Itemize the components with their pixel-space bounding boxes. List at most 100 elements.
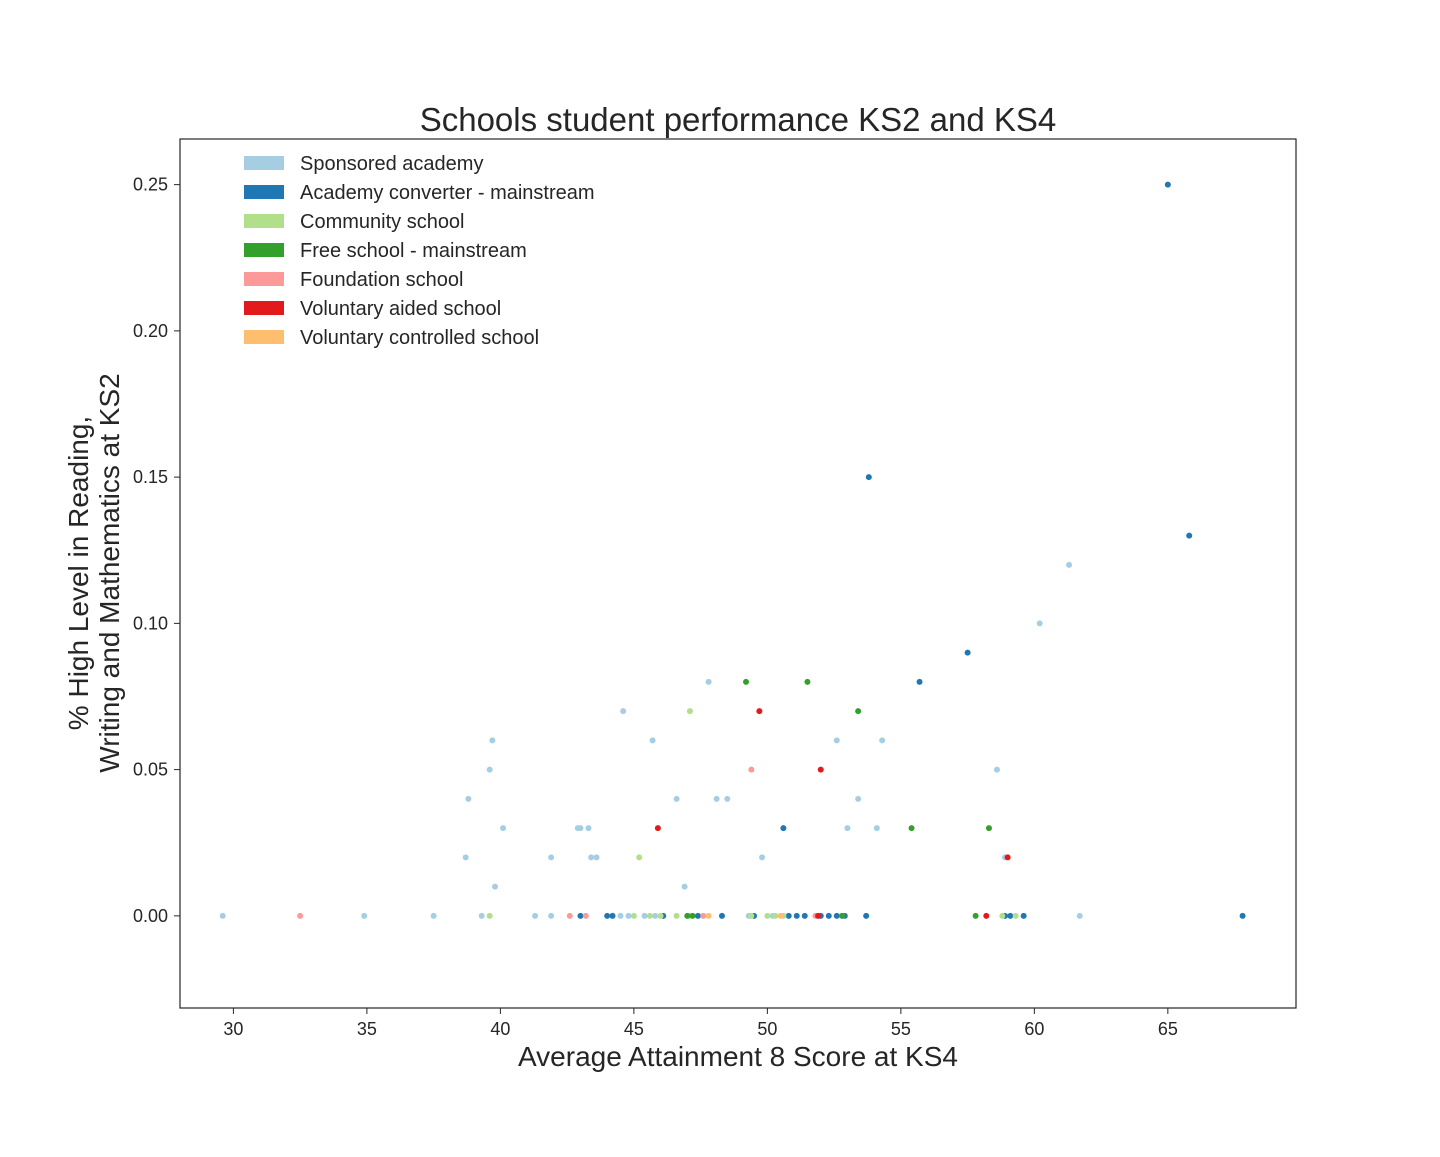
data-point — [486, 766, 493, 773]
data-point — [1012, 912, 1019, 919]
data-point — [780, 825, 787, 832]
data-point — [566, 912, 573, 919]
data-point — [815, 912, 822, 919]
data-point — [873, 825, 880, 832]
x-tick-label: 50 — [757, 1019, 777, 1039]
y-axis-title: % High Level in Reading, Writing and Mat… — [63, 373, 125, 772]
data-point — [748, 912, 755, 919]
data-point — [863, 912, 870, 919]
y-tick-label: 0.00 — [133, 906, 168, 926]
data-point — [700, 912, 707, 919]
data-point — [652, 912, 659, 919]
data-point — [297, 912, 304, 919]
data-point — [489, 737, 496, 744]
points-layer — [219, 181, 1246, 919]
y-tick-label: 0.05 — [133, 760, 168, 780]
data-point — [646, 912, 653, 919]
data-point — [620, 708, 627, 715]
legend-swatch — [244, 330, 284, 344]
data-point — [993, 766, 1000, 773]
data-point — [430, 912, 437, 919]
data-point — [636, 854, 643, 861]
data-point — [465, 795, 472, 802]
data-point — [759, 854, 766, 861]
legend-label: Community school — [300, 211, 465, 233]
x-tick-label: 55 — [891, 1019, 911, 1039]
data-point — [718, 912, 725, 919]
data-point — [694, 912, 701, 919]
y-tick-label: 0.15 — [133, 467, 168, 487]
y-axis-ticks: 0.00 0.05 0.10 0.15 0.20 0.25 — [133, 175, 180, 926]
data-point — [609, 912, 616, 919]
legend-label: Free school - mainstream — [300, 240, 527, 262]
data-point — [844, 825, 851, 832]
y-tick-label: 0.25 — [133, 175, 168, 195]
data-point — [577, 912, 584, 919]
legend-label: Voluntary aided school — [300, 298, 501, 320]
x-tick-label: 45 — [624, 1019, 644, 1039]
data-point — [673, 795, 680, 802]
legend-swatch — [244, 214, 284, 228]
plot-area — [179, 138, 1297, 1009]
data-point — [713, 795, 720, 802]
data-point — [1186, 532, 1193, 539]
data-point — [649, 737, 656, 744]
data-point — [916, 678, 923, 685]
data-point — [879, 737, 886, 744]
data-point — [593, 854, 600, 861]
chart-title: Schools student performance KS2 and KS4 — [420, 101, 1057, 138]
legend-label: Foundation school — [300, 269, 463, 291]
legend-swatch — [244, 301, 284, 315]
data-point — [219, 912, 226, 919]
x-tick-label: 65 — [1158, 1019, 1178, 1039]
data-point — [588, 854, 595, 861]
data-point — [500, 825, 507, 832]
data-point — [617, 912, 624, 919]
legend-label: Academy converter - mainstream — [300, 182, 595, 204]
x-axis-title: Average Attainment 8 Score at KS4 — [518, 1041, 958, 1072]
legend-swatch — [244, 185, 284, 199]
data-point — [793, 912, 800, 919]
data-point — [999, 912, 1006, 919]
legend-swatch — [244, 243, 284, 257]
data-point — [825, 912, 832, 919]
data-point — [1007, 912, 1014, 919]
data-point — [833, 912, 840, 919]
y-tick-label: 0.10 — [133, 613, 168, 633]
data-point — [361, 912, 368, 919]
legend: Sponsored academy Academy converter - mai… — [244, 153, 595, 349]
data-point — [743, 678, 750, 685]
data-point — [983, 912, 990, 919]
data-point — [641, 912, 648, 919]
data-point — [492, 883, 499, 890]
data-point — [684, 912, 691, 919]
data-point — [839, 912, 846, 919]
data-point — [705, 678, 712, 685]
data-point — [817, 766, 824, 773]
data-point — [964, 649, 971, 656]
data-point — [689, 912, 696, 919]
data-point — [585, 825, 592, 832]
data-point — [756, 708, 763, 715]
legend-label: Sponsored academy — [300, 153, 483, 175]
data-point — [764, 912, 771, 919]
data-point — [908, 825, 915, 832]
y-axis-title-line-1: % High Level in Reading, — [63, 416, 94, 730]
data-point — [548, 912, 555, 919]
data-point — [777, 912, 784, 919]
data-point — [1020, 912, 1027, 919]
data-point — [1239, 912, 1246, 919]
data-point — [772, 912, 779, 919]
data-point — [478, 912, 485, 919]
data-point — [604, 912, 611, 919]
data-point — [577, 825, 584, 832]
data-point — [630, 912, 637, 919]
data-point — [486, 912, 493, 919]
x-tick-label: 60 — [1024, 1019, 1044, 1039]
data-point — [681, 883, 688, 890]
y-tick-label: 0.20 — [133, 321, 168, 341]
data-point — [865, 474, 872, 481]
data-point — [673, 912, 680, 919]
